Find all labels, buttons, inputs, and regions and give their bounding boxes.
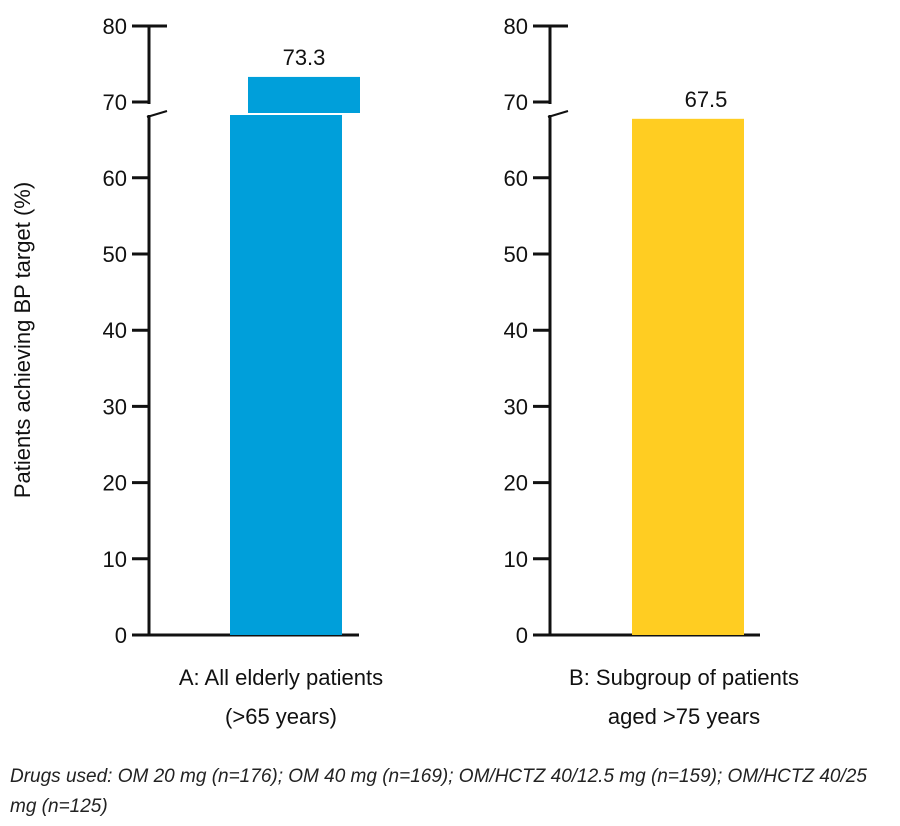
panel-b-tick-label-60: 60	[504, 166, 528, 191]
panel-b-tick-label-80: 80	[504, 14, 528, 39]
panel-b-axis-break-mark	[547, 110, 569, 118]
panel-b-value-label: 67.5	[685, 87, 728, 112]
panel-a-bar-lower	[230, 115, 342, 635]
panel-a-value-label: 73.3	[283, 45, 326, 70]
panel-a-category-line-1: A: All elderly patients	[179, 665, 383, 690]
panel-a-tick-label-80: 80	[103, 14, 127, 39]
panel-b-category-line-2: aged >75 years	[608, 704, 760, 729]
panel-a-tick-label-40: 40	[103, 318, 127, 343]
panel-a-tick-label-10: 10	[103, 547, 127, 572]
panel-b-tick-label-40: 40	[504, 318, 528, 343]
panel-b-tick-label-20: 20	[504, 471, 528, 496]
y-axis-label: Patients achieving BP target (%)	[10, 182, 35, 498]
panel-a: 73.3 A: All elderly patients (>65 years)…	[103, 14, 384, 729]
panel-a-axis-break-mark	[146, 110, 168, 118]
panel-a-category-line-2: (>65 years)	[225, 704, 337, 729]
panel-a-tick-label-50: 50	[103, 242, 127, 267]
panel-a-tick-label-20: 20	[103, 471, 127, 496]
panel-b-tick-label-30: 30	[504, 394, 528, 419]
panel-b-tick-label-50: 50	[504, 242, 528, 267]
panel-a-tick-label-30: 30	[103, 394, 127, 419]
panel-a-tick-label-0: 0	[115, 623, 127, 648]
footnote: Drugs used: OM 20 mg (n=176); OM 40 mg (…	[10, 766, 867, 817]
panel-a-tick-label-70: 70	[103, 90, 127, 115]
panel-a-bar-upper	[248, 76, 360, 113]
panel-b-tick-label-0: 0	[516, 623, 528, 648]
panel-b-bar-lower	[632, 118, 744, 635]
chart-area: Patients achieving BP target (%) 73.3 A:…	[10, 14, 799, 729]
panel-b-category-line-1: B: Subgroup of patients	[569, 665, 799, 690]
panel-b-tick-label-70: 70	[504, 90, 528, 115]
panel-a-tick-label-60: 60	[103, 166, 127, 191]
panel-b-tick-label-10: 10	[504, 547, 528, 572]
panel-b: 67.5 B: Subgroup of patients aged >75 ye…	[504, 14, 799, 729]
